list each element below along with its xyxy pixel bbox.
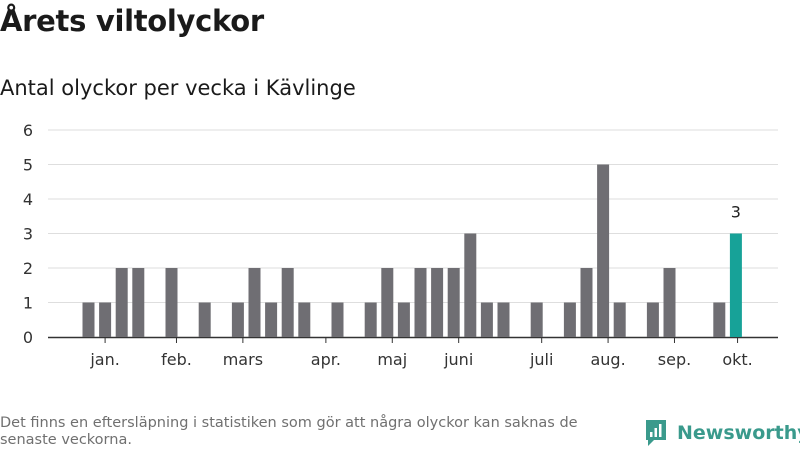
x-tick-label: juni (443, 350, 473, 369)
bar (397, 302, 410, 337)
bar (331, 302, 344, 337)
bar (646, 302, 659, 337)
bar (663, 268, 676, 337)
y-axis-ticks: 0 1 2 3 4 5 6 (23, 121, 33, 347)
x-axis-ticks: jan. feb. mars apr. maj juni juli aug. sep. okt. (89, 337, 753, 369)
footnote: Det finns en eftersläpning i statistiken… (0, 415, 578, 448)
bar-highlight (729, 233, 742, 337)
bar (298, 302, 311, 337)
bar (99, 302, 112, 337)
brand[interactable]: Newsworthy (644, 418, 800, 448)
brand-name: Newsworthy (677, 422, 800, 444)
x-tick-label: aug. (590, 350, 625, 369)
bar (613, 302, 626, 337)
y-tick-label: 5 (23, 156, 33, 175)
bar (563, 302, 576, 337)
bar (364, 302, 377, 337)
bar (530, 302, 543, 337)
chart-title: Årets viltolyckor (0, 4, 264, 38)
bar (447, 268, 460, 337)
bar (115, 268, 128, 337)
bar (381, 268, 394, 337)
bar (580, 268, 593, 337)
bar (198, 302, 211, 337)
y-tick-label: 3 (23, 225, 33, 244)
bar (132, 268, 145, 337)
y-tick-label: 1 (23, 294, 33, 313)
x-tick-label: maj (377, 350, 407, 369)
x-tick-label: sep. (658, 350, 691, 369)
y-tick-label: 6 (23, 121, 33, 140)
x-tick-label: jan. (89, 350, 119, 369)
bar (480, 302, 493, 337)
x-tick-label: okt. (722, 350, 752, 369)
bar (414, 268, 427, 337)
chart-subtitle: Antal olyckor per vecka i Kävlinge (0, 76, 356, 100)
bar (82, 302, 95, 337)
newsworthy-logo-icon (646, 420, 666, 446)
bar (431, 268, 444, 337)
data-labels: 3 (731, 203, 741, 222)
bar (281, 268, 294, 337)
bar-chart: 0 1 2 3 4 5 6 jan. feb. mars apr. maj juni juli aug. s… (23, 121, 778, 369)
bars (82, 164, 742, 337)
y-tick-label: 4 (23, 190, 33, 209)
bar (165, 268, 178, 337)
bar (265, 302, 278, 337)
bar (713, 302, 726, 337)
y-tick-label: 0 (23, 328, 33, 347)
bar (231, 302, 244, 337)
bar (248, 268, 261, 337)
x-tick-label: apr. (311, 350, 341, 369)
bar (597, 164, 610, 337)
bar-data-label: 3 (731, 203, 741, 222)
bar (464, 233, 477, 337)
bar (497, 302, 510, 337)
x-tick-label: feb. (161, 350, 192, 369)
x-tick-label: mars (223, 350, 263, 369)
x-tick-label: juli (529, 350, 553, 369)
y-tick-label: 2 (23, 259, 33, 278)
